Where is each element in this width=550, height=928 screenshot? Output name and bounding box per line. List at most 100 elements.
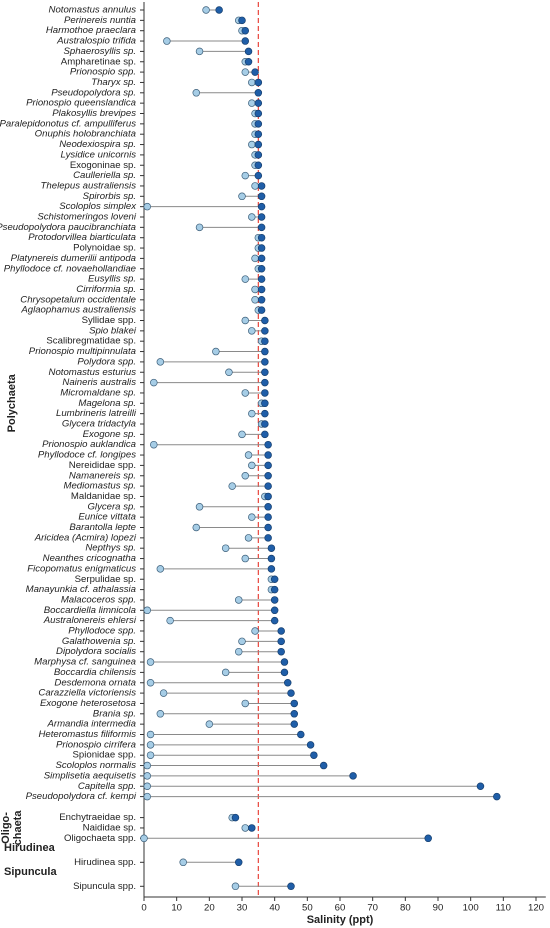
min-dot: [156, 358, 165, 366]
category-label: Neodexiospira sp.: [59, 139, 136, 150]
category-label: Marphysa cf. sanguinea: [34, 657, 136, 668]
max-dot: [261, 430, 269, 439]
category-label: Scoloplos simplex: [59, 201, 137, 212]
min-dot: [238, 192, 246, 201]
max-dot: [257, 192, 266, 201]
category-label: Perinereis nuntia: [64, 15, 136, 26]
x-tick-label: 120: [528, 903, 544, 914]
category-label: Glycera sp.: [87, 501, 136, 512]
category-label: Scoloplos normalis: [55, 760, 136, 771]
max-dot: [264, 461, 272, 470]
category-label: Micromaldane sp.: [60, 387, 136, 398]
min-dot: [146, 658, 155, 666]
category-label: Neanthes cricognatha: [43, 553, 136, 564]
max-dot: [248, 824, 256, 832]
min-dot: [244, 451, 253, 459]
max-dot: [257, 244, 266, 252]
min-dot: [146, 741, 155, 749]
category-label: Barantolla lepte: [69, 522, 136, 533]
min-dot: [205, 720, 214, 728]
min-dot: [248, 409, 256, 418]
max-dot: [254, 99, 263, 107]
category-label: Australospio trifida: [56, 36, 136, 47]
max-dot: [261, 399, 269, 408]
min-dot: [156, 565, 165, 573]
min-dot: [248, 513, 256, 521]
min-dot: [143, 772, 152, 780]
min-dot: [212, 347, 220, 356]
category-label: Chrysopetalum occidentale: [20, 294, 136, 305]
max-dot: [244, 57, 253, 66]
max-dot: [270, 606, 279, 615]
category-label: Ficopomatus enigmaticus: [27, 563, 136, 574]
min-dot: [143, 606, 152, 615]
x-tick-label: 40: [269, 903, 280, 914]
max-dot: [264, 513, 272, 521]
min-dot: [163, 37, 171, 45]
category-label: Aricidea (Acmira) lopezi: [34, 532, 137, 543]
category-label: Caulleriella sp.: [73, 170, 136, 181]
category-label: Capitella spp.: [78, 781, 136, 792]
min-dot: [192, 89, 201, 97]
category-label: Eunice vittata: [78, 512, 136, 523]
min-dot: [150, 440, 158, 449]
max-dot: [277, 637, 285, 646]
category-label: Phyllodoce cf. novaehollandiae: [4, 263, 136, 274]
max-dot: [215, 6, 223, 14]
category-label: Scalibregmatidae sp.: [46, 336, 136, 347]
category-label: Pseudopolydora cf. kempi: [26, 791, 137, 802]
max-dot: [264, 503, 272, 511]
category-label: Hirudinea spp.: [74, 857, 136, 868]
category-label: Serpulidae sp.: [75, 574, 136, 585]
min-dot: [195, 47, 204, 56]
category-label: Polynoidae sp.: [73, 243, 136, 254]
max-dot: [261, 420, 269, 428]
category-label: Prionospio queenslandica: [26, 98, 136, 109]
max-dot: [254, 130, 263, 138]
min-dot: [166, 616, 174, 625]
min-dot: [143, 792, 152, 801]
category-label: Sphaerosyllis sp.: [63, 46, 136, 57]
category-label: Mediomastus sp.: [63, 481, 136, 492]
max-dot: [290, 720, 299, 728]
min-dot: [140, 834, 148, 843]
max-dot: [254, 151, 263, 159]
category-label: Lumbrineris latreilli: [56, 408, 137, 419]
category-label: Malacoceros spp.: [61, 594, 136, 605]
category-label: Carazziella victoriensis: [38, 688, 136, 699]
category-label: Pseudopolydora sp.: [51, 87, 136, 98]
group-label: Hirudinea: [4, 842, 56, 854]
max-dot: [290, 699, 299, 708]
max-dot: [297, 730, 305, 739]
category-label: Lysidice unicornis: [60, 149, 136, 160]
category-label: Naididae sp.: [83, 822, 136, 833]
category-label: Schistomeringos loveni: [37, 212, 137, 223]
min-dot: [146, 678, 155, 687]
max-dot: [254, 120, 263, 128]
max-dot: [257, 296, 266, 304]
min-dot: [248, 461, 256, 470]
group-label: Polychaeta: [6, 373, 18, 432]
max-dot: [238, 16, 246, 25]
category-label: Dipolydora socialis: [56, 646, 136, 657]
max-dot: [319, 761, 328, 770]
group-label: Sipuncula: [4, 866, 57, 878]
min-dot: [241, 824, 250, 832]
group-label: Oligo-: [0, 812, 12, 844]
min-dot: [248, 140, 256, 149]
max-dot: [251, 68, 259, 76]
max-dot: [261, 409, 269, 418]
category-label: Phyllodoce cf. longipes: [38, 450, 136, 461]
category-label: Spionidae spp.: [73, 750, 136, 761]
max-dot: [280, 668, 289, 677]
x-tick-label: 10: [171, 903, 182, 914]
category-label: Eusyllis sp.: [88, 274, 136, 285]
min-dot: [241, 472, 250, 480]
min-dot: [202, 6, 210, 14]
min-dot: [143, 202, 152, 211]
max-dot: [257, 182, 266, 190]
max-dot: [261, 347, 269, 356]
min-dot: [251, 182, 259, 190]
max-dot: [267, 554, 276, 563]
min-dot: [251, 627, 259, 635]
